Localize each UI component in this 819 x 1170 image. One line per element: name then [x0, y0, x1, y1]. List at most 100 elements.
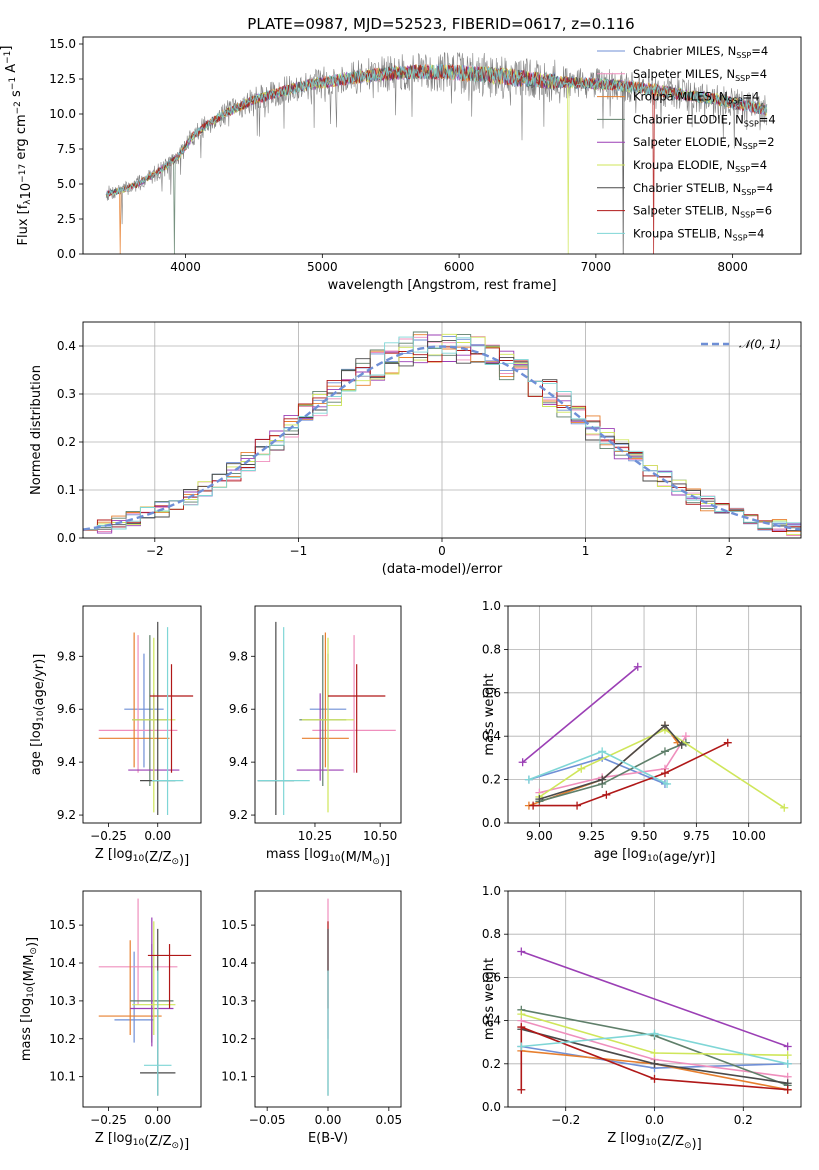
x-axis-label: (data-model)/error — [382, 562, 503, 577]
legend-label-text: Salpeter MILES, N — [633, 67, 735, 81]
weight-line-salpeter-elodie — [521, 950, 788, 1048]
legend-label-subscript: SSP — [743, 142, 758, 151]
label-subscript: 10 — [647, 854, 659, 864]
label-subscript: 10 — [26, 986, 36, 998]
label-subscript: 10 — [645, 1138, 657, 1148]
x-tick-label: 10.25 — [298, 829, 332, 843]
legend-label: Kroupa MILES, NSSP=4 — [633, 90, 759, 106]
legend-label-text: Kroupa STELIB, N — [633, 226, 733, 240]
x-tick-label: −0.25 — [90, 1113, 127, 1127]
x-tick-label: 4000 — [170, 260, 201, 274]
label-subscript: 10 — [133, 1138, 145, 1148]
legend-label-text: Chabrier STELIB, N — [633, 181, 741, 195]
legend-label: Salpeter MILES, NSSP=4 — [633, 67, 767, 83]
plot-area — [83, 331, 801, 536]
y-tick-label: 9.2 — [57, 808, 76, 822]
label-part: log — [29, 722, 44, 742]
x-tick-label: 1 — [582, 544, 590, 558]
axes-frame — [82, 36, 802, 255]
y-tick-label: 0.8 — [482, 642, 501, 656]
label-part: log — [19, 998, 34, 1018]
legend-label: Kroupa STELIB, NSSP=4 — [633, 226, 764, 242]
weight-marker-salpeter-stelib — [660, 769, 669, 778]
y-tick-label: 10.3 — [221, 994, 248, 1008]
normal-distribution-curve — [83, 345, 801, 531]
mass-weight-vs-metallicity-panel: −0.2 0.0 0.2 0.0 0.2 0.4 0.6 0.8 1.0 Z [log10(Z/Z… — [482, 884, 802, 1152]
y-tick-label: 9.4 — [57, 755, 76, 769]
y-tick-label: 10.0 — [49, 107, 76, 121]
x-tick-label: 10.50 — [363, 829, 397, 843]
label-subscript: λ — [23, 199, 33, 205]
legend-label-subscript: SSP — [736, 51, 751, 60]
x-tick-label: −2 — [146, 544, 164, 558]
legend-label-subscript: SSP — [740, 211, 755, 220]
y-axis-label: mass [log10(M/M⊙)] — [19, 937, 40, 1061]
weight-line-salpeter-miles — [539, 735, 687, 794]
weight-marker-chabrier-stelib — [677, 740, 686, 749]
label-part: s — [9, 90, 24, 101]
label-subscript: 10 — [329, 854, 341, 864]
legend-label: Chabrier MILES, NSSP=4 — [633, 44, 768, 60]
label-part: (Z/Z — [144, 1134, 171, 1149]
weight-marker-chabrier-stelib — [598, 775, 607, 784]
y-tick-label: 10.2 — [49, 1032, 76, 1046]
weight-line-kroupa-elodie — [538, 728, 785, 809]
y-tick-label: 15.0 — [49, 37, 76, 51]
weight-marker-salpeter-stelib — [517, 1023, 526, 1032]
weight-marker-kroupa-elodie — [517, 1010, 526, 1019]
label-part: A — [4, 64, 19, 77]
axes-frame — [507, 605, 802, 824]
label-part: )] — [380, 853, 390, 868]
x-tick-label: 8000 — [717, 260, 748, 274]
legend-label-tail: =4 — [750, 158, 767, 172]
y-tick-label: 9.6 — [57, 702, 76, 716]
x-tick-label: 9.75 — [683, 829, 710, 843]
weight-marker-salpeter-stelib — [573, 801, 582, 810]
weight-marker-salpeter-stelib — [783, 1085, 792, 1094]
label-part: (data-model)/error — [382, 562, 503, 577]
legend-label-text: Salpeter ELODIE, N — [633, 135, 743, 149]
weight-marker-chabrier-elodie — [660, 747, 669, 756]
x-axis-label: age [log10(age/yr)] — [594, 847, 716, 865]
y-tick-label: 9.2 — [229, 808, 248, 822]
x-tick-label: 5000 — [307, 260, 338, 274]
y-tick-label: 5.0 — [57, 177, 76, 191]
weight-marker-salpeter-elodie — [517, 947, 526, 956]
residual-histogram-kroupa-stelib — [83, 336, 801, 530]
x-tick-label: 9.25 — [578, 829, 605, 843]
y-tick-label: 0.1 — [57, 483, 76, 497]
x-axis-label: mass [log10(M/M⊙)] — [266, 847, 390, 868]
y-tick-label: 10.3 — [49, 994, 76, 1008]
figure-title: PLATE=0987, MJD=52523, FIBERID=0617, z=0… — [247, 15, 634, 33]
y-tick-label: 0.3 — [57, 387, 76, 401]
label-part: mass [ — [19, 1018, 34, 1061]
weight-marker-chabrier-stelib — [660, 721, 669, 730]
spectrum-panel: 4000 5000 6000 7000 8000 0.0 2.5 5.0 7.5 10.0 12.5… — [0, 36, 802, 293]
label-part: (Z/Z — [144, 850, 171, 865]
label-part: log — [113, 847, 133, 862]
axes-frame — [507, 890, 802, 1108]
weight-marker-salpeter-stelib — [602, 790, 611, 799]
plot-area — [517, 947, 792, 1094]
label-part: (age/yr)] — [658, 850, 715, 865]
label-part: f — [16, 204, 31, 209]
y-tick-label: 0.0 — [57, 247, 76, 261]
model-spectrum-kroupa-stelib — [105, 63, 768, 198]
y-tick-label: 12.5 — [49, 72, 76, 86]
y-tick-label: 10.5 — [49, 918, 76, 932]
weight-marker-chabrier-stelib — [650, 1059, 659, 1068]
weight-marker-kroupa-stelib — [650, 1029, 659, 1038]
plot-area — [98, 898, 192, 1096]
x-tick-label: 0.0 — [645, 1113, 664, 1127]
legend-label: Chabrier ELODIE, NSSP=4 — [633, 112, 776, 128]
legend-label-subscript: SSP — [735, 74, 750, 83]
y-tick-label: 0.8 — [482, 927, 501, 941]
label-part: )] — [179, 1137, 189, 1152]
legend-label-tail: =4 — [748, 226, 765, 240]
weight-line-chabrier-stelib — [539, 724, 683, 800]
label-superscript: −1 — [8, 77, 18, 90]
label-subscript: ⊙ — [684, 1141, 692, 1151]
label-superscript: −1 — [3, 51, 13, 64]
age-vs-mass-panel: 10.25 10.50 9.2 9.4 9.6 9.8 mass [log10(M/M⊙)] — [229, 605, 402, 868]
